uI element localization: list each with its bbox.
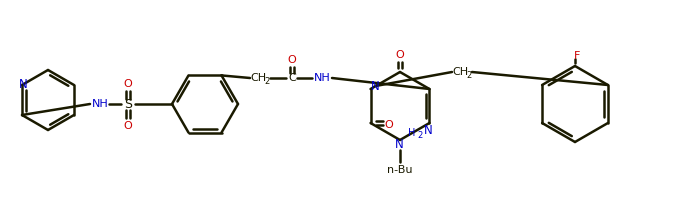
Text: 2: 2 [265,76,269,85]
Text: O: O [395,50,404,60]
Text: CH: CH [452,67,468,77]
Text: 2: 2 [466,70,472,79]
Text: CH: CH [250,73,266,83]
Text: N: N [424,125,433,138]
Text: C: C [288,73,296,83]
Text: n-Bu: n-Bu [387,165,413,175]
Text: N: N [371,80,380,93]
Text: O: O [123,121,132,131]
Text: H: H [408,128,415,138]
Text: N: N [19,78,28,90]
Text: NH: NH [92,99,108,109]
Text: N: N [395,139,403,152]
Text: NH: NH [313,73,330,83]
Text: O: O [384,120,393,130]
Text: F: F [574,51,580,61]
Text: S: S [124,98,132,111]
Text: 2: 2 [418,130,423,139]
Text: O: O [123,79,132,89]
Text: O: O [287,55,296,65]
